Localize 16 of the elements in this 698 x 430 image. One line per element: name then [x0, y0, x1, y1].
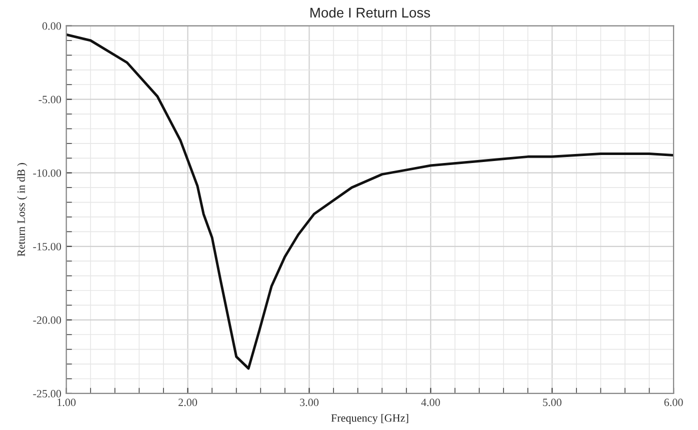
y-tick-label: -20.00 — [33, 316, 62, 324]
y-tick-label: 0.00 — [42, 22, 62, 30]
x-tick-label: 2.00 — [178, 398, 198, 406]
x-tick-label: 1.00 — [58, 398, 76, 406]
x-axis-title: Frequency [GHz] — [331, 414, 408, 424]
y-axis-title: Return Loss ( in dB ) — [17, 163, 28, 256]
chart-title: Mode I Return Loss — [310, 7, 430, 18]
x-tick-label: 4.00 — [421, 398, 440, 406]
x-tick-label: 3.00 — [300, 398, 319, 406]
x-tick-label: 5.00 — [543, 398, 562, 406]
y-tick-label: -25.00 — [33, 390, 62, 398]
x-tick-label: 6.00 — [664, 398, 683, 406]
y-tick-label: -5.00 — [38, 96, 62, 104]
line-series — [66, 33, 674, 370]
y-tick-label: -10.00 — [33, 169, 62, 177]
y-tick-label: -15.00 — [33, 242, 62, 250]
